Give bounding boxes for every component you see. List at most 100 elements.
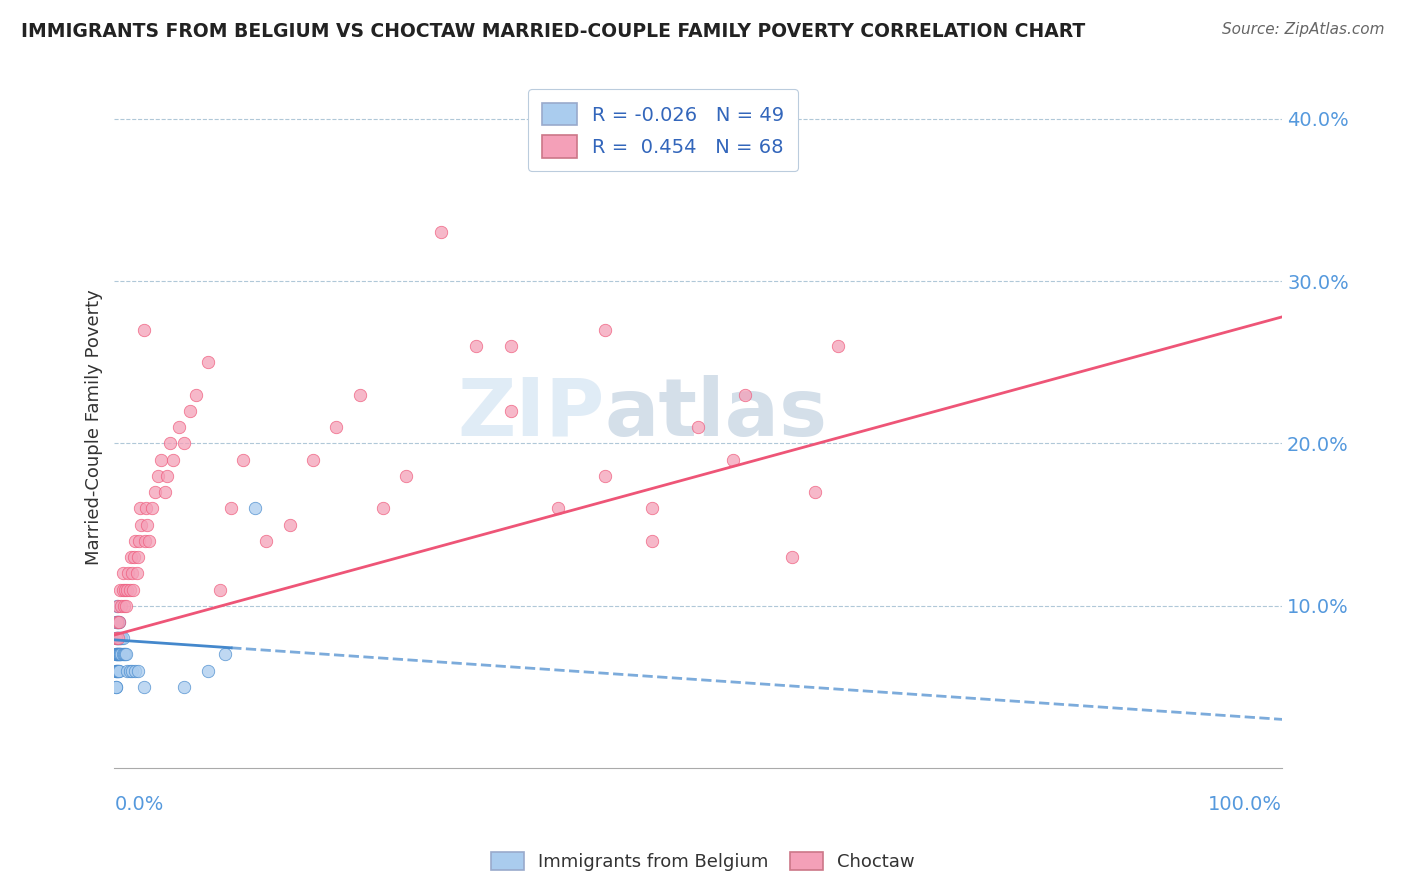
Point	[107, 664, 129, 678]
Point	[105, 615, 128, 629]
Point	[278, 517, 301, 532]
Point	[197, 355, 219, 369]
Point	[107, 648, 129, 662]
Point	[214, 648, 236, 662]
Point	[547, 501, 569, 516]
Point	[107, 664, 129, 678]
Point	[114, 582, 136, 597]
Point	[734, 388, 756, 402]
Point	[104, 615, 127, 629]
Point	[208, 582, 231, 597]
Point	[302, 452, 325, 467]
Point	[105, 615, 128, 629]
Point	[105, 648, 128, 662]
Point	[117, 582, 139, 597]
Point	[827, 339, 849, 353]
Point	[107, 615, 129, 629]
Point	[141, 501, 163, 516]
Point	[159, 436, 181, 450]
Point	[593, 469, 616, 483]
Point	[501, 404, 523, 418]
Point	[124, 664, 146, 678]
Point	[128, 533, 150, 548]
Point	[395, 469, 418, 483]
Point	[105, 632, 128, 646]
Point	[104, 680, 127, 694]
Point	[132, 323, 155, 337]
Point	[108, 664, 131, 678]
Point	[150, 452, 173, 467]
Point	[125, 566, 148, 581]
Point	[107, 632, 129, 646]
Point	[135, 501, 157, 516]
Point	[173, 680, 195, 694]
Point	[127, 550, 149, 565]
Point	[688, 420, 710, 434]
Point	[110, 632, 132, 646]
Point	[105, 632, 128, 646]
Point	[780, 550, 803, 565]
Point	[804, 485, 827, 500]
Point	[107, 615, 129, 629]
Point	[254, 533, 277, 548]
Point	[173, 436, 195, 450]
Point	[593, 323, 616, 337]
Point	[118, 664, 141, 678]
Point	[112, 648, 135, 662]
Point	[104, 632, 127, 646]
Point	[153, 485, 176, 500]
Point	[122, 582, 145, 597]
Text: ZIP: ZIP	[457, 375, 605, 452]
Point	[118, 582, 141, 597]
Point	[430, 226, 453, 240]
Point	[108, 632, 131, 646]
Point	[325, 420, 347, 434]
Text: Source: ZipAtlas.com: Source: ZipAtlas.com	[1222, 22, 1385, 37]
Point	[104, 648, 127, 662]
Point	[156, 469, 179, 483]
Point	[111, 648, 134, 662]
Point	[110, 648, 132, 662]
Point	[138, 533, 160, 548]
Y-axis label: Married-Couple Family Poverty: Married-Couple Family Poverty	[86, 289, 103, 566]
Point	[115, 599, 138, 613]
Point	[120, 550, 142, 565]
Point	[162, 452, 184, 467]
Point	[117, 566, 139, 581]
Point	[110, 632, 132, 646]
Point	[108, 615, 131, 629]
Point	[111, 566, 134, 581]
Point	[110, 648, 132, 662]
Legend: Immigrants from Belgium, Choctaw: Immigrants from Belgium, Choctaw	[484, 845, 922, 879]
Point	[371, 501, 394, 516]
Point	[115, 648, 138, 662]
Point	[124, 533, 146, 548]
Text: 100.0%: 100.0%	[1208, 796, 1282, 814]
Point	[179, 404, 201, 418]
Point	[134, 533, 156, 548]
Point	[129, 517, 152, 532]
Point	[232, 452, 254, 467]
Point	[107, 632, 129, 646]
Point	[108, 648, 131, 662]
Point	[105, 648, 128, 662]
Point	[640, 501, 662, 516]
Point	[105, 664, 128, 678]
Point	[465, 339, 488, 353]
Point	[136, 517, 159, 532]
Point	[197, 664, 219, 678]
Point	[105, 599, 128, 613]
Point	[167, 420, 190, 434]
Point	[501, 339, 523, 353]
Point	[107, 648, 129, 662]
Point	[108, 648, 131, 662]
Point	[110, 599, 132, 613]
Point	[122, 550, 145, 565]
Point	[132, 680, 155, 694]
Point	[111, 632, 134, 646]
Point	[117, 664, 139, 678]
Text: 0.0%: 0.0%	[114, 796, 163, 814]
Point	[640, 533, 662, 548]
Point	[114, 648, 136, 662]
Point	[121, 566, 143, 581]
